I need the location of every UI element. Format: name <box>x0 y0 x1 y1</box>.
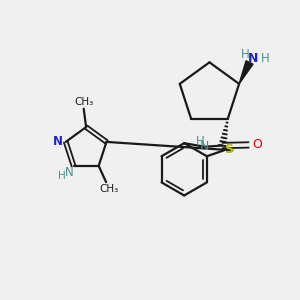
Text: N: N <box>200 140 209 153</box>
Text: H: H <box>58 171 65 181</box>
Text: H: H <box>196 135 204 148</box>
Text: CH₃: CH₃ <box>74 97 93 107</box>
Text: H: H <box>241 48 250 61</box>
Text: N: N <box>65 166 74 179</box>
Text: O: O <box>252 138 262 152</box>
Polygon shape <box>239 61 253 84</box>
Text: CH₃: CH₃ <box>100 184 119 194</box>
Text: S: S <box>224 142 233 156</box>
Text: N: N <box>52 135 62 148</box>
Text: H: H <box>261 52 269 64</box>
Text: N: N <box>248 52 258 64</box>
